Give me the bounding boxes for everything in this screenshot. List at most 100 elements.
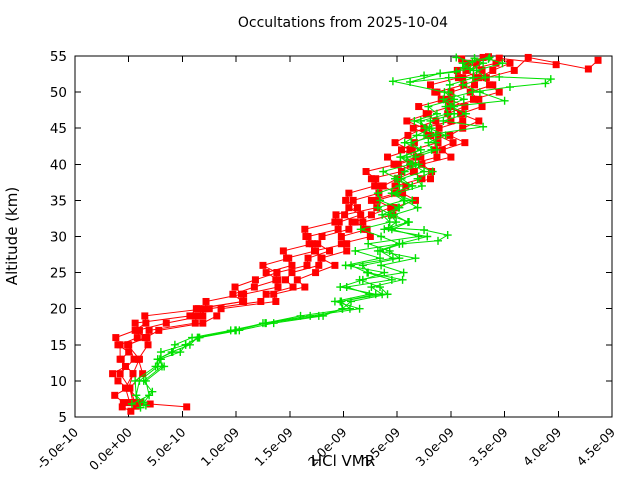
square-marker <box>250 283 258 291</box>
square-marker <box>119 399 127 407</box>
y-tick-label: 35 <box>50 193 67 209</box>
x-tick-label: -5.0e-10 <box>33 424 81 472</box>
square-marker <box>426 81 434 89</box>
square-marker <box>304 233 312 240</box>
x-tick-label: 5.0e-10 <box>144 424 189 469</box>
plus-marker <box>373 189 382 198</box>
y-tick-label: 20 <box>50 302 67 318</box>
square-marker <box>162 319 170 327</box>
plus-marker <box>439 95 448 104</box>
plus-marker <box>402 153 411 162</box>
plus-marker <box>450 109 459 118</box>
square-marker <box>133 334 141 342</box>
x-tick-label: 1.5e-09 <box>251 424 296 469</box>
square-marker <box>337 240 345 248</box>
plus-marker <box>484 54 493 63</box>
y-tick-label: 40 <box>50 157 67 173</box>
square-marker <box>459 124 467 132</box>
square-marker <box>473 59 481 67</box>
square-marker <box>129 370 137 378</box>
square-marker <box>126 384 134 392</box>
y-axis-label: Altitude (km) <box>3 187 21 285</box>
plus-marker <box>424 138 433 147</box>
plus-marker <box>148 387 157 396</box>
plus-marker <box>408 196 417 205</box>
square-marker <box>367 211 375 219</box>
plus-marker <box>336 297 345 306</box>
square-marker <box>131 319 139 327</box>
plus-marker <box>195 333 204 342</box>
series-line <box>135 56 490 406</box>
plus-marker <box>452 53 461 62</box>
square-marker <box>301 283 309 291</box>
plus-marker <box>445 80 454 89</box>
y-tick-label: 50 <box>50 85 67 101</box>
square-marker <box>402 182 410 190</box>
series-green-profile-4 <box>139 54 509 407</box>
square-marker <box>326 247 334 255</box>
plus-marker <box>500 96 509 105</box>
square-marker <box>337 233 345 240</box>
square-marker <box>331 218 339 226</box>
plus-marker <box>269 319 278 328</box>
square-marker <box>124 341 132 349</box>
square-marker <box>399 189 407 197</box>
square-marker <box>270 290 278 298</box>
square-marker <box>293 276 301 284</box>
square-marker <box>506 59 514 67</box>
series-line <box>111 58 479 403</box>
square-marker <box>391 182 399 190</box>
square-marker <box>471 81 479 89</box>
square-marker <box>424 131 432 139</box>
square-marker <box>141 312 149 320</box>
square-marker <box>524 53 532 61</box>
square-marker <box>438 146 446 154</box>
square-marker <box>435 124 443 132</box>
plus-marker <box>397 174 406 183</box>
plus-marker <box>436 69 445 78</box>
plus-marker <box>155 355 164 364</box>
square-marker <box>139 370 147 378</box>
plus-marker <box>481 73 490 82</box>
square-marker <box>418 175 426 183</box>
square-marker <box>205 305 213 313</box>
square-marker <box>305 240 313 248</box>
square-marker <box>422 110 430 118</box>
square-marker <box>457 110 465 118</box>
square-marker <box>461 103 469 111</box>
series-red-profile-4 <box>124 54 560 407</box>
square-marker <box>134 355 142 363</box>
square-marker <box>345 204 353 212</box>
square-marker <box>130 355 138 363</box>
plus-marker <box>127 400 136 409</box>
square-marker <box>417 153 425 161</box>
plus-marker <box>425 124 434 133</box>
x-tick-label: 4.0e-09 <box>520 424 565 469</box>
y-tick-label: 45 <box>50 121 67 137</box>
x-tick-label: 0.0e+00 <box>86 424 135 473</box>
square-marker <box>191 319 199 327</box>
plus-marker <box>398 275 407 284</box>
square-marker <box>229 290 237 298</box>
plus-marker <box>475 88 484 97</box>
plus-marker <box>139 376 148 385</box>
square-marker <box>133 326 141 334</box>
square-marker <box>199 319 207 327</box>
square-marker <box>142 334 150 342</box>
plus-marker <box>262 319 271 328</box>
square-marker <box>415 103 423 111</box>
plus-marker <box>379 167 388 176</box>
plus-marker <box>498 59 507 68</box>
square-marker <box>272 276 280 284</box>
plus-marker <box>380 225 389 234</box>
square-marker <box>343 247 351 255</box>
plus-marker <box>485 53 494 62</box>
plus-marker <box>373 203 382 212</box>
plus-marker <box>395 203 404 212</box>
plus-marker <box>351 246 360 255</box>
plus-marker <box>420 226 429 235</box>
plus-marker <box>393 189 402 198</box>
square-marker <box>433 88 441 96</box>
plus-marker <box>495 72 504 81</box>
square-marker <box>479 53 487 61</box>
